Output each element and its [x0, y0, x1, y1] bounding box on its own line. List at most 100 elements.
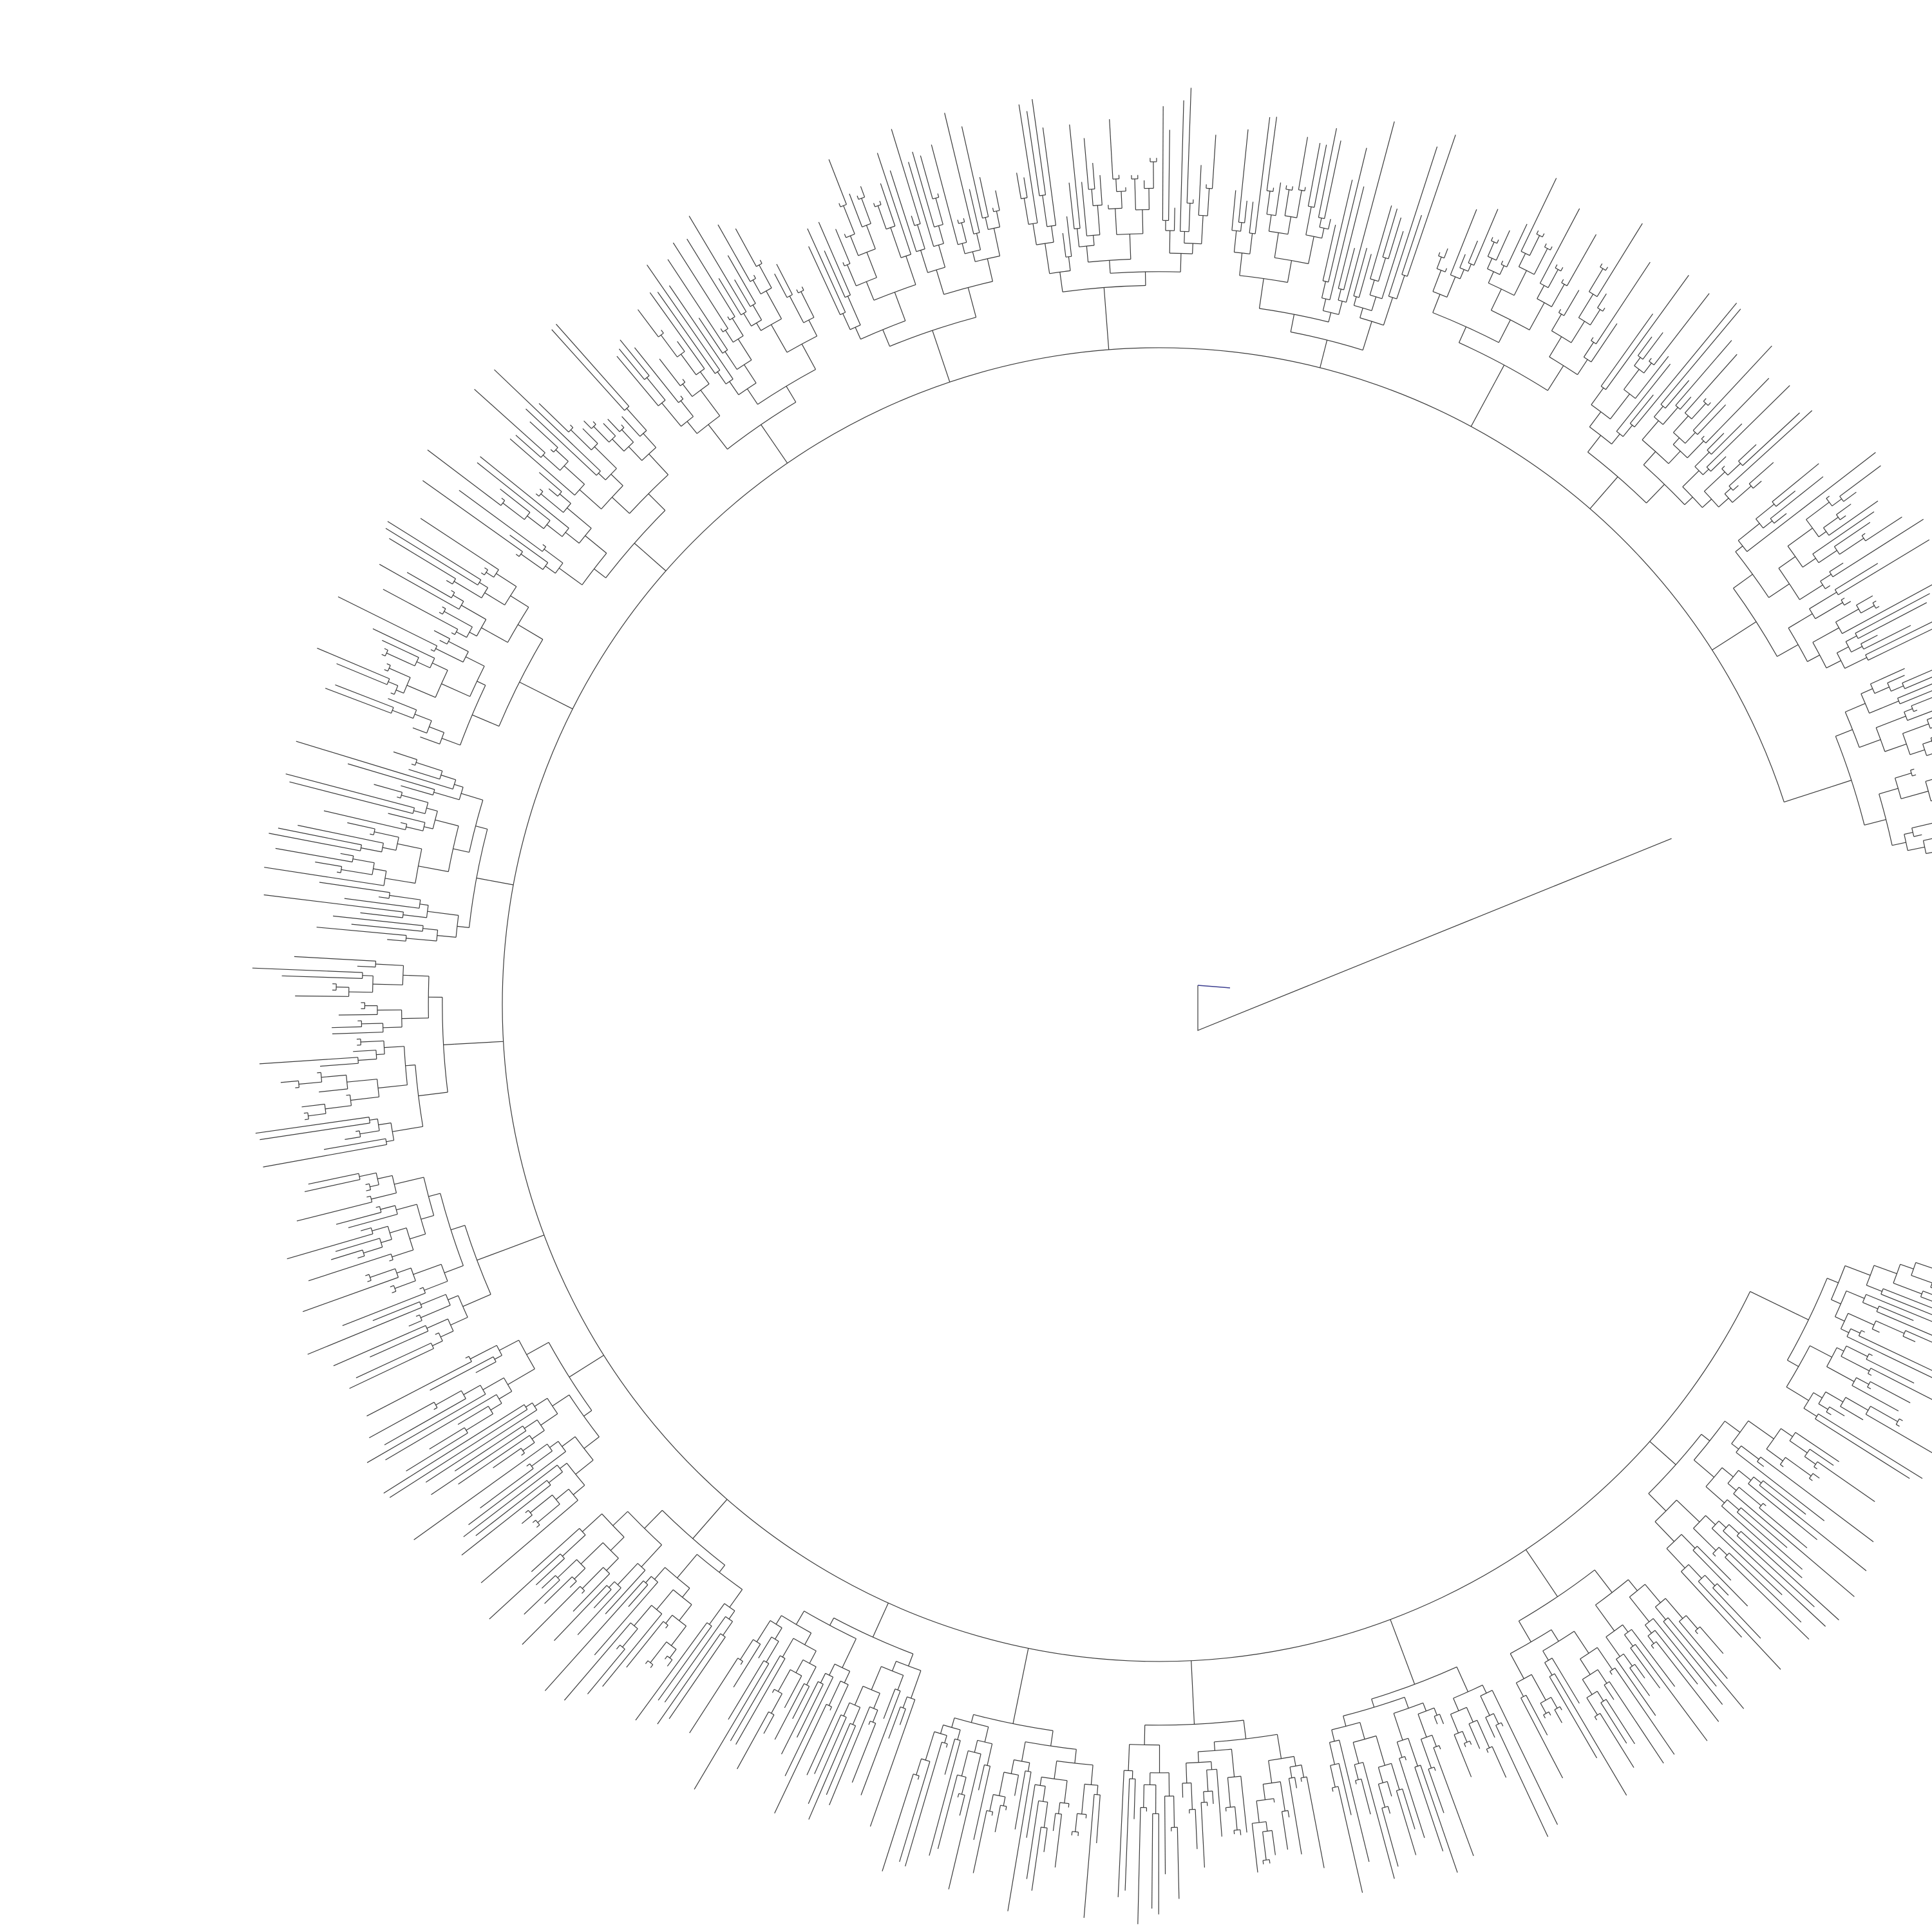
tree-leaf-branch	[913, 152, 934, 227]
tree-internal-branch	[1923, 741, 1932, 744]
tree-internal-branch	[1500, 266, 1504, 275]
tree-internal-branch	[1051, 1730, 1054, 1746]
tree-leaf-branch	[295, 996, 348, 997]
tree-internal-branch	[1875, 687, 1889, 694]
tree-internal-branch	[1097, 1785, 1098, 1795]
tree-leaf-branch	[582, 1591, 585, 1593]
tree-leaf-branch	[336, 1213, 381, 1225]
tree-internal-branch	[1669, 451, 1680, 464]
tree-leaf-branch	[1615, 1668, 1674, 1754]
tree-leaf-branch	[536, 1525, 540, 1528]
tree-internal-branch	[1353, 1743, 1359, 1764]
tree-leaf-branch	[332, 1032, 383, 1034]
tree-internal-branch	[1231, 1749, 1234, 1777]
tree-internal-branch	[1706, 1486, 1725, 1502]
tree-internal-branch	[541, 1414, 558, 1425]
tree-internal-branch	[1548, 269, 1558, 287]
tree-leaf-branch	[1017, 173, 1021, 198]
tree-internal-branch	[1832, 499, 1842, 506]
tree-internal-branch	[941, 1725, 943, 1734]
tree-internal-branch	[1704, 472, 1725, 491]
tree-leaf-branch	[539, 473, 562, 492]
tree-internal-branch	[1826, 661, 1841, 668]
tree-leaf-branch	[1217, 1769, 1222, 1837]
tree-leaf-branch	[1434, 1767, 1435, 1771]
tree-internal-branch	[1667, 1457, 1676, 1464]
tree-internal-branch	[612, 439, 624, 451]
clade-stem	[1106, 317, 1109, 350]
tree-internal-branch	[647, 377, 665, 400]
tree-internal-branch	[423, 929, 438, 930]
tree-internal-branch	[1180, 253, 1181, 272]
tree-internal-arc	[562, 528, 569, 536]
tree-internal-branch	[1779, 556, 1795, 568]
tree-internal-branch	[1604, 477, 1618, 492]
tree-leaf-branch	[376, 1206, 380, 1208]
tree-internal-branch	[371, 1193, 396, 1199]
tree-internal-branch	[475, 826, 487, 829]
tree-leaf-branch	[1905, 649, 1932, 688]
tree-leaf-branch	[829, 1707, 870, 1805]
tree-leaf-branch	[1292, 186, 1293, 190]
tree-leaf-branch	[260, 1057, 358, 1064]
tree-leaf-branch	[587, 1649, 625, 1694]
tree-leaf-branch	[556, 324, 629, 406]
tree-internal-branch	[1904, 832, 1913, 834]
tree-leaf-branch	[1252, 1823, 1258, 1872]
tree-leaf-branch	[522, 1586, 580, 1644]
tree-leaf-branch	[390, 1285, 394, 1287]
tree-internal-arc	[1790, 1432, 1795, 1441]
tree-internal-branch	[971, 1714, 973, 1723]
tree-leaf-branch	[1388, 218, 1401, 259]
tree-internal-branch	[1739, 1470, 1751, 1481]
tree-internal-branch	[1408, 1738, 1418, 1766]
tree-leaf-branch	[308, 1173, 359, 1184]
tree-internal-branch	[778, 1670, 790, 1692]
tree-internal-branch	[1846, 1291, 1864, 1299]
tree-internal-branch	[457, 926, 469, 927]
tree-internal-branch	[757, 323, 761, 331]
tree-leaf-branch	[1555, 265, 1557, 268]
tree-internal-branch	[1418, 1714, 1426, 1738]
tree-internal-branch	[1510, 1654, 1524, 1679]
tree-internal-branch	[535, 1398, 547, 1406]
tree-leaf-branch	[594, 1589, 611, 1608]
tree-leaf-branch	[1813, 512, 1874, 554]
tree-leaf-branch	[1521, 178, 1557, 252]
tree-internal-branch	[384, 1046, 404, 1048]
tree-leaf-branch	[276, 848, 352, 862]
tree-internal-branch	[874, 1693, 880, 1709]
clade-stem	[506, 1235, 544, 1250]
tree-leaf-branch	[1888, 676, 1905, 683]
tree-leaf-branch	[1654, 294, 1709, 365]
tree-leaf-branch	[1852, 1385, 1899, 1411]
tree-internal-arc	[1857, 605, 1861, 613]
tree-internal-branch	[1488, 242, 1494, 256]
tree-leaf-branch	[1616, 1659, 1656, 1716]
tree-internal-branch	[448, 641, 468, 652]
tree-leaf-branch	[1819, 1414, 1923, 1479]
tree-internal-branch	[1582, 1680, 1592, 1694]
tree-leaf-branch	[1439, 1746, 1441, 1750]
tree-internal-arc	[523, 1426, 526, 1431]
tree-leaf-branch	[667, 1660, 672, 1666]
tree-internal-branch	[444, 1044, 455, 1045]
tree-leaf-branch	[621, 425, 624, 428]
tree-leaf-branch	[339, 1014, 377, 1015]
tree-internal-branch	[646, 1577, 652, 1583]
tree-internal-branch	[830, 1618, 834, 1625]
tree-internal-arc	[663, 1622, 668, 1625]
tree-internal-branch	[867, 225, 876, 249]
tree-leaf-branch	[1195, 1810, 1197, 1850]
tree-internal-branch	[1543, 1651, 1549, 1661]
tree-internal-branch	[1927, 753, 1932, 756]
tree-leaf-branch	[1440, 1714, 1444, 1724]
tree-leaf-branch	[603, 1614, 662, 1687]
tree-internal-branch	[415, 714, 431, 721]
tree-leaf-branch	[1486, 1718, 1495, 1738]
tree-leaf-branch	[1902, 640, 1932, 683]
tree-internal-branch	[1846, 636, 1857, 641]
tree-leaf-branch	[522, 1453, 525, 1455]
tree-leaf-branch	[584, 421, 592, 429]
tree-internal-branch	[1648, 1636, 1654, 1643]
